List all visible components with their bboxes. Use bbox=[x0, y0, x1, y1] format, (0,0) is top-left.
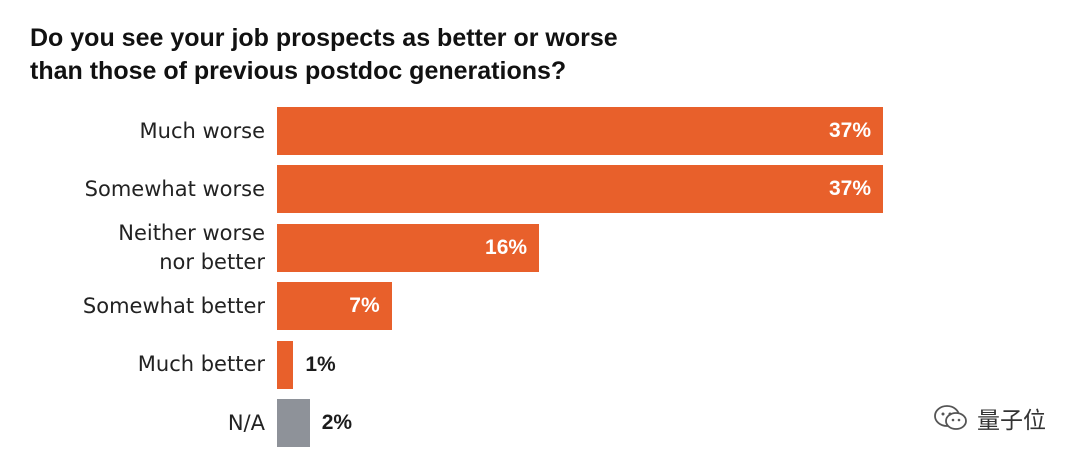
chart-title-line-2: than those of previous postdoc generatio… bbox=[30, 57, 567, 85]
category-label: Somewhat worse bbox=[0, 175, 265, 204]
value-label: 1% bbox=[305, 352, 336, 376]
bar bbox=[277, 340, 294, 389]
bar bbox=[277, 399, 310, 447]
bar bbox=[277, 223, 540, 272]
chart-title-line-1: Do you see your job prospects as better … bbox=[30, 24, 618, 52]
category-label-line: N/A bbox=[227, 410, 265, 435]
watermark: 量子位 bbox=[933, 401, 1046, 435]
category-label-line: Somewhat worse bbox=[84, 176, 265, 201]
category-label: Neither worse nor better bbox=[0, 219, 265, 277]
category-label-line: Somewhat better bbox=[82, 293, 265, 318]
bar bbox=[277, 282, 392, 331]
watermark-text: 量子位 bbox=[977, 408, 1046, 434]
value-label: 37% bbox=[828, 177, 871, 201]
category-label: N/A bbox=[0, 409, 265, 438]
category-label: Much better bbox=[0, 350, 265, 379]
chart-title: Do you see your job prospects as better … bbox=[30, 22, 730, 88]
bar bbox=[277, 107, 883, 155]
value-label: 37% bbox=[828, 119, 871, 142]
value-label: 2% bbox=[321, 411, 353, 434]
value-label: 16% bbox=[485, 235, 528, 259]
value-label: 7% bbox=[349, 294, 380, 318]
category-label-line: Much worse bbox=[139, 118, 265, 143]
category-label-line: Much better bbox=[137, 352, 265, 377]
category-label: Much worse bbox=[0, 117, 265, 146]
category-label-line: Neither worse bbox=[118, 220, 265, 245]
wechat-icon bbox=[934, 405, 967, 430]
category-label: Somewhat better bbox=[0, 292, 265, 321]
bar bbox=[277, 165, 883, 214]
category-label-line: nor better bbox=[159, 249, 265, 274]
